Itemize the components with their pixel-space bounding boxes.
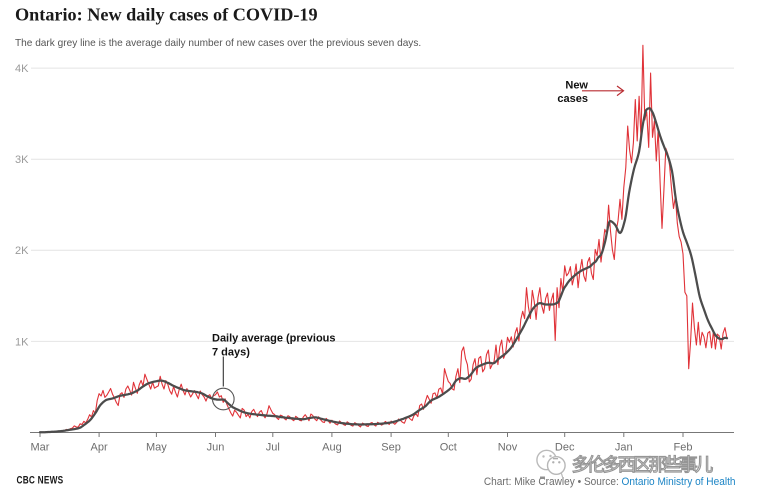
svg-text:May: May [146, 442, 167, 454]
svg-text:Nov: Nov [498, 442, 518, 454]
svg-text:Mar: Mar [31, 442, 50, 454]
svg-text:Aug: Aug [322, 442, 342, 454]
svg-text:The dark grey line is the aver: The dark grey line is the average daily … [15, 38, 421, 49]
svg-text:New: New [565, 80, 588, 92]
svg-text:Daily average (previous: Daily average (previous [212, 333, 336, 345]
svg-text:Apr: Apr [91, 442, 108, 454]
svg-text:Ontario: New daily cases of CO: Ontario: New daily cases of COVID-19 [15, 5, 318, 25]
svg-text:Jul: Jul [266, 442, 280, 454]
svg-text:2K: 2K [15, 245, 29, 257]
svg-text:3K: 3K [15, 154, 29, 166]
svg-text:Jan: Jan [615, 442, 633, 454]
svg-text:7 days): 7 days) [212, 347, 250, 359]
svg-text:1K: 1K [15, 336, 29, 348]
svg-text:4K: 4K [15, 63, 29, 75]
svg-text:Dec: Dec [555, 442, 575, 454]
svg-text:cases: cases [557, 93, 588, 105]
svg-text:Chart: Mike Crawley • Source:: Chart: Mike Crawley • Source: Ontario Mi… [484, 476, 736, 488]
svg-text:Sep: Sep [381, 442, 401, 454]
svg-text:Oct: Oct [440, 442, 457, 454]
svg-text:CBC NEWS: CBC NEWS [17, 475, 64, 487]
svg-text:Jun: Jun [207, 442, 225, 454]
svg-text:Feb: Feb [674, 442, 693, 454]
